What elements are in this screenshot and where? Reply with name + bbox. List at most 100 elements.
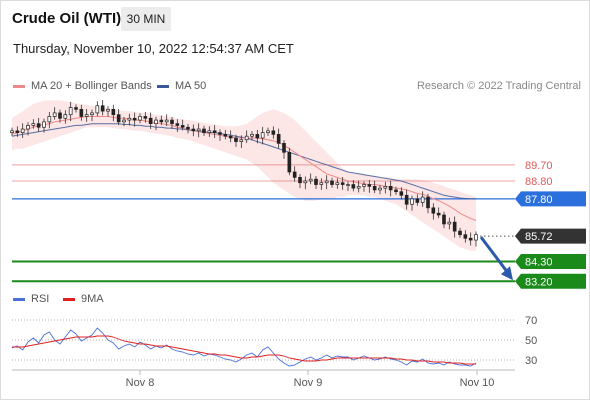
instrument-title: Crude Oil (WTI) bbox=[12, 10, 122, 27]
candle-body bbox=[383, 185, 388, 189]
candle bbox=[116, 108, 121, 126]
candle bbox=[234, 134, 238, 147]
level-87.80: 87.80 bbox=[12, 191, 586, 207]
candle-body bbox=[20, 128, 25, 133]
level-88.80: 88.80 bbox=[12, 176, 553, 188]
candle bbox=[90, 109, 94, 122]
legend-rsi-label: RSI bbox=[31, 293, 50, 305]
candle-body bbox=[468, 237, 473, 241]
candle bbox=[399, 187, 404, 200]
candle bbox=[244, 130, 249, 143]
candle-body bbox=[474, 234, 478, 241]
legend-9ma-label: 9MA bbox=[81, 293, 104, 305]
candle bbox=[431, 203, 436, 220]
level-label: 83.20 bbox=[525, 276, 553, 288]
candle bbox=[170, 116, 174, 130]
candle-body bbox=[127, 117, 132, 121]
candle bbox=[36, 117, 41, 132]
candle bbox=[436, 207, 441, 219]
candle-body bbox=[447, 221, 452, 225]
candle-body bbox=[255, 134, 260, 139]
candle bbox=[122, 116, 126, 127]
candle-body bbox=[175, 123, 180, 126]
candle bbox=[260, 126, 265, 145]
timeframe-badge[interactable]: 30 MIN bbox=[121, 7, 171, 31]
legend-ma20-label: MA 20 + Bollinger Bands bbox=[31, 80, 152, 92]
projection-arrow-shaft bbox=[479, 236, 511, 276]
candle bbox=[340, 177, 345, 190]
rsi-tick-50: 50 bbox=[525, 335, 537, 347]
candle-body bbox=[292, 171, 297, 178]
candle bbox=[458, 227, 462, 238]
candle bbox=[196, 123, 201, 138]
candle-body bbox=[436, 212, 441, 216]
candle-body bbox=[218, 132, 222, 135]
candle-body bbox=[388, 185, 393, 191]
candle bbox=[346, 181, 350, 191]
candle-body bbox=[308, 178, 313, 182]
legend-ma50-label: MA 50 bbox=[175, 80, 207, 92]
candle bbox=[468, 232, 473, 246]
candle-body bbox=[287, 151, 292, 173]
x-tick-label: Nov 8 bbox=[126, 377, 155, 389]
rsi-swatch bbox=[13, 297, 25, 301]
level-84.30: 84.30 bbox=[12, 254, 586, 270]
candle-body bbox=[234, 137, 238, 142]
candle bbox=[148, 112, 153, 130]
candle bbox=[47, 112, 52, 129]
rsi-tick-30: 30 bbox=[525, 355, 537, 367]
candle bbox=[52, 107, 57, 120]
legend-9ma: 9MA bbox=[63, 293, 104, 305]
candle-body bbox=[122, 119, 126, 123]
candle-body bbox=[95, 105, 100, 114]
candle bbox=[111, 104, 116, 122]
candle-body bbox=[276, 134, 281, 144]
candle bbox=[303, 176, 308, 190]
candle bbox=[218, 129, 222, 141]
candle bbox=[207, 126, 212, 137]
candle bbox=[330, 177, 334, 188]
ma50-swatch bbox=[157, 84, 169, 88]
candle-body bbox=[111, 108, 116, 116]
candle bbox=[410, 195, 414, 211]
candle bbox=[143, 112, 148, 123]
level-tag bbox=[515, 273, 586, 289]
candle bbox=[228, 130, 233, 143]
candle bbox=[175, 119, 180, 132]
candle-body bbox=[164, 119, 169, 123]
candle bbox=[84, 108, 89, 122]
candle-body bbox=[154, 119, 158, 125]
candle-body bbox=[58, 112, 62, 119]
candle-body bbox=[10, 130, 14, 133]
candle-body bbox=[47, 116, 52, 123]
candle-body bbox=[271, 130, 276, 135]
candle bbox=[335, 178, 340, 189]
candle-body bbox=[52, 112, 57, 117]
candle-body bbox=[191, 128, 196, 132]
candle-body bbox=[170, 119, 174, 125]
x-tick-label: Nov 9 bbox=[294, 377, 323, 389]
candle bbox=[202, 125, 206, 136]
candle bbox=[159, 115, 164, 126]
candle-body bbox=[346, 184, 350, 186]
rsi-pane: 70 50 30 bbox=[11, 315, 537, 367]
level-83.20: 83.20 bbox=[12, 273, 586, 289]
candle-body bbox=[74, 107, 78, 110]
legend-ma20: MA 20 + Bollinger Bands bbox=[13, 80, 152, 92]
candle-body bbox=[330, 180, 334, 185]
candle bbox=[15, 126, 20, 137]
candle-body bbox=[15, 130, 20, 133]
candle bbox=[324, 175, 329, 190]
candle bbox=[276, 128, 281, 149]
time-axis: Nov 8 Nov 9 Nov 10 bbox=[12, 369, 515, 389]
candle bbox=[68, 101, 73, 122]
level-tag bbox=[515, 228, 586, 244]
candle-body bbox=[223, 134, 228, 137]
candle bbox=[212, 125, 217, 138]
candle bbox=[404, 189, 409, 210]
candle-body bbox=[351, 184, 356, 189]
candle-body bbox=[463, 234, 468, 239]
candle bbox=[255, 129, 260, 144]
level-label: 85.72 bbox=[525, 231, 553, 243]
candle-body bbox=[180, 125, 185, 128]
